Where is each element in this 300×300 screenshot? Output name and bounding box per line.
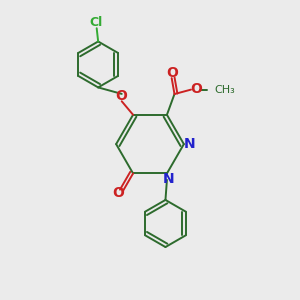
Text: O: O — [166, 66, 178, 80]
Text: N: N — [183, 136, 195, 151]
Text: CH₃: CH₃ — [214, 85, 235, 94]
Text: Cl: Cl — [89, 16, 103, 29]
Text: O: O — [112, 186, 124, 200]
Text: N: N — [163, 172, 174, 186]
Text: O: O — [115, 89, 127, 103]
Text: O: O — [190, 82, 202, 96]
